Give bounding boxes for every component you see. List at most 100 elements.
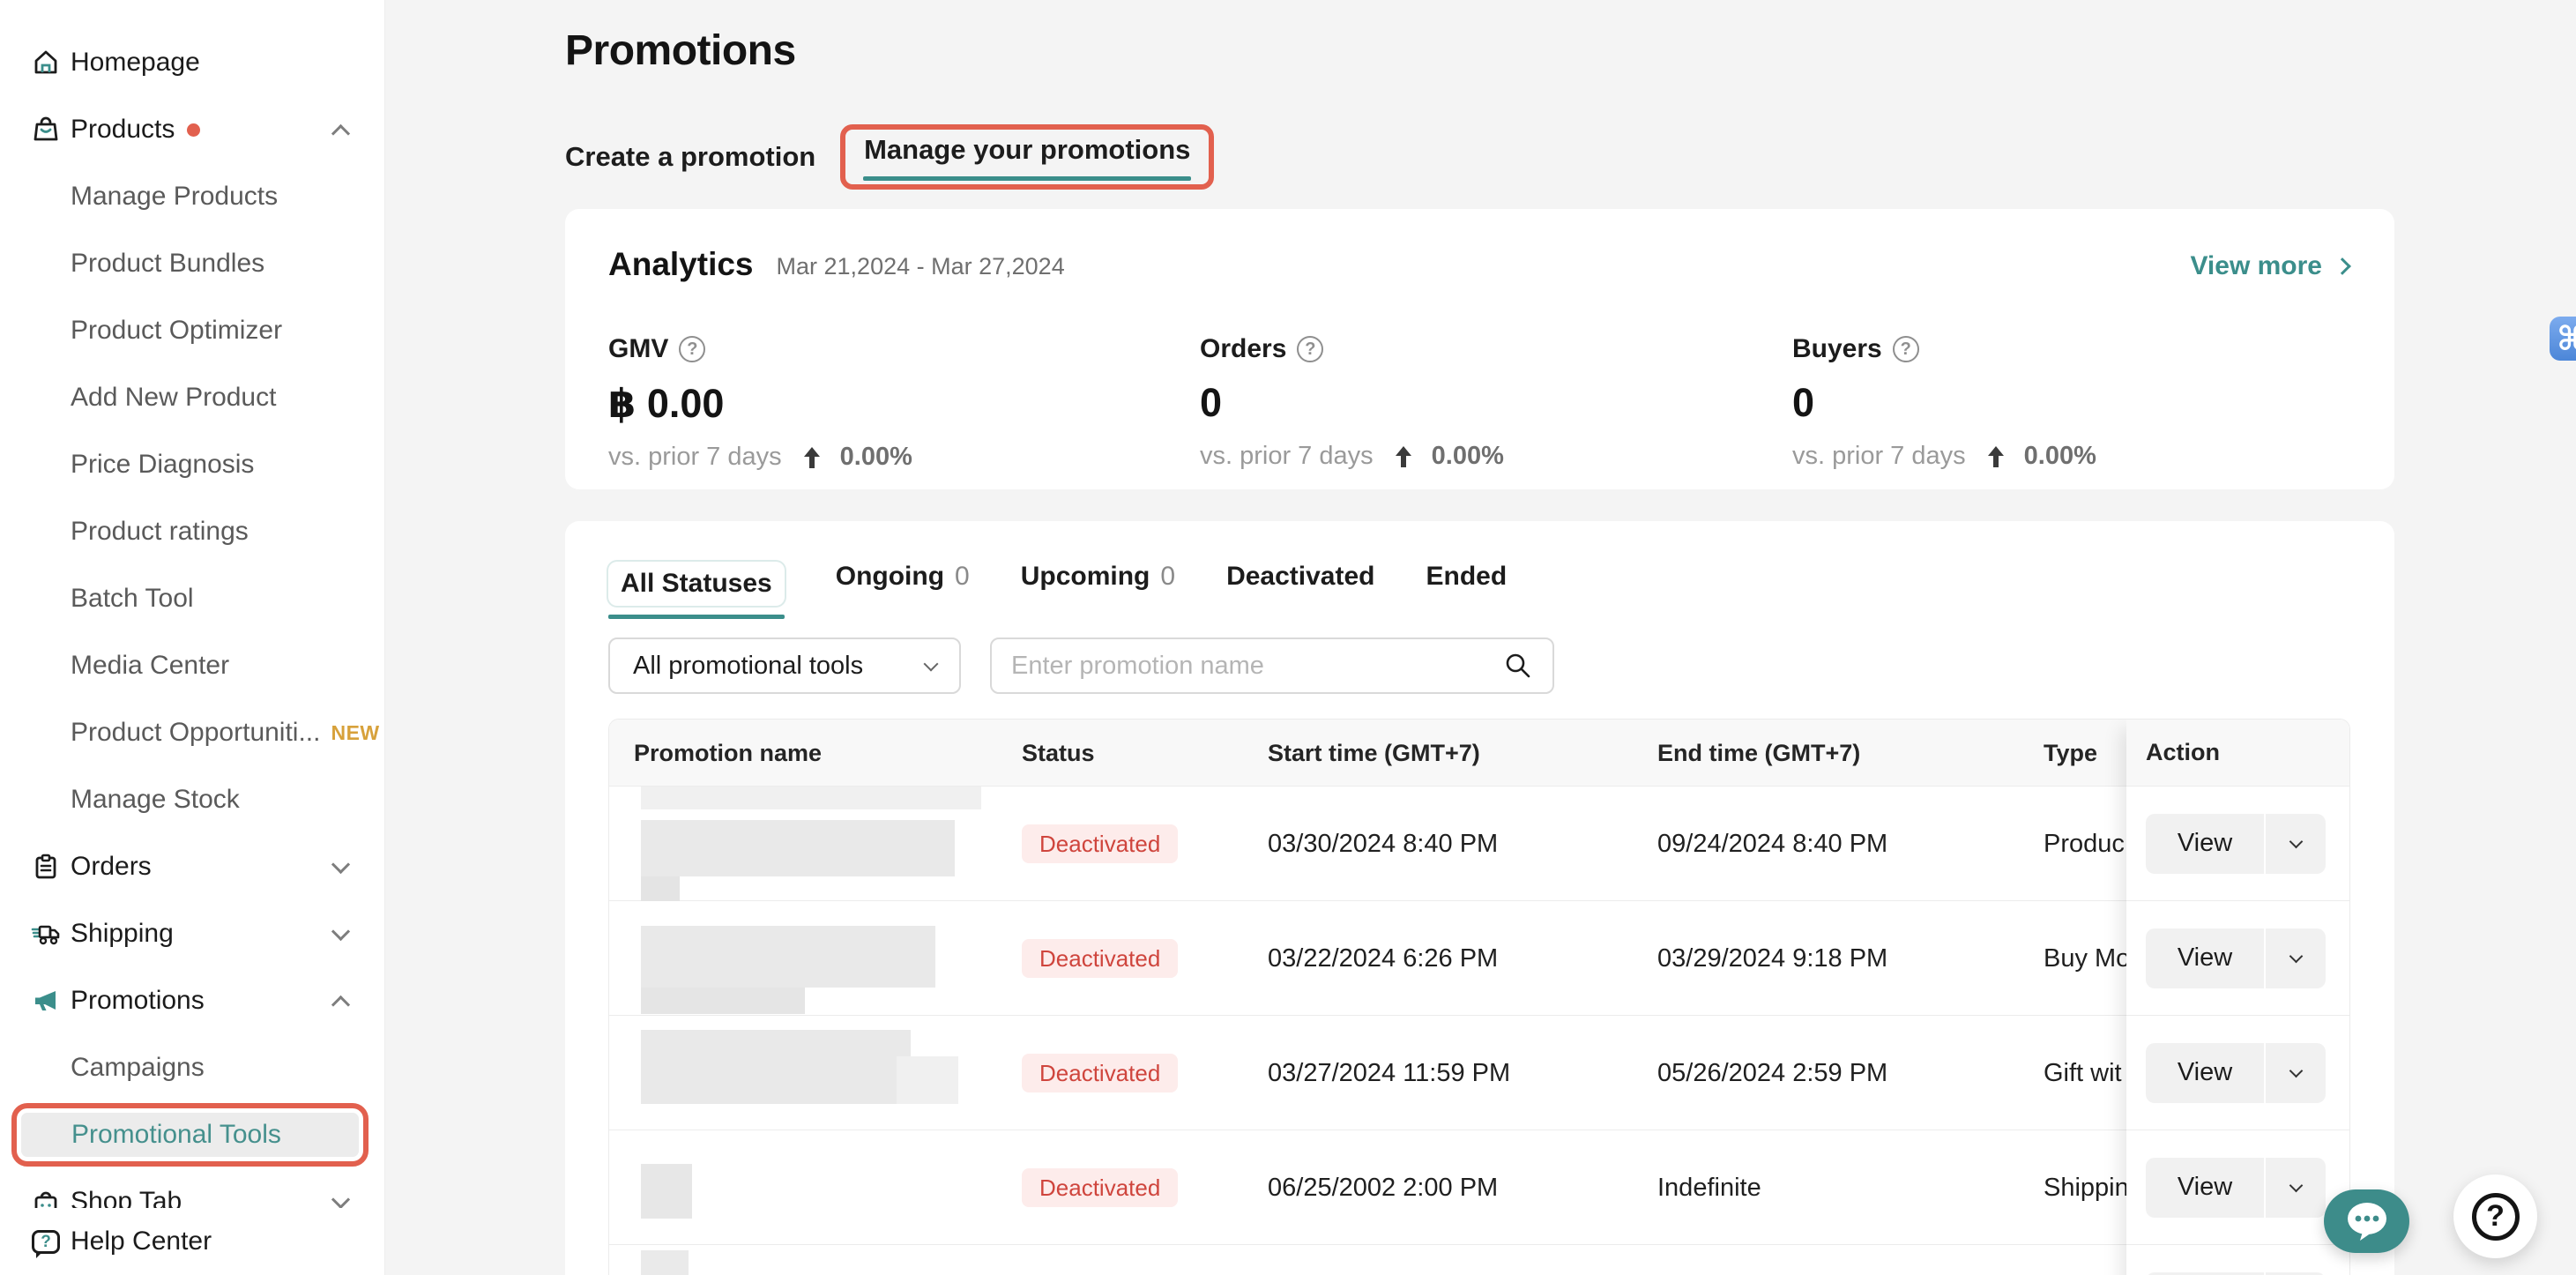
view-button[interactable]: View (2146, 1042, 2264, 1103)
sidebar-item-product-opportunities[interactable]: Product Opportuniti... NEW (71, 718, 380, 747)
view-split-button[interactable]: View (2146, 1042, 2326, 1103)
sidebar-item-manage-products[interactable]: Manage Products (71, 182, 279, 211)
chevron-down-icon (331, 1189, 351, 1209)
sidebar-item-help-center[interactable]: ? Help Center (0, 1208, 384, 1275)
table-row: Deactivated 06/25/2002 2:00 PM Indefinit… (609, 1130, 2349, 1245)
sidebar-item-batch-tool[interactable]: Batch Tool (71, 584, 194, 613)
chevron-down-icon (2289, 834, 2303, 849)
view-dropdown-caret[interactable] (2264, 813, 2326, 874)
status-badge: Deactivated (1022, 1054, 1179, 1092)
ongoing-count: 0 (955, 562, 970, 591)
view-button[interactable]: View (2146, 928, 2264, 988)
help-button[interactable]: ? (2453, 1174, 2537, 1258)
view-button[interactable] (2146, 1271, 2264, 1275)
sidebar-item-product-ratings[interactable]: Product ratings (71, 517, 249, 546)
search-icon[interactable] (1503, 651, 1533, 681)
command-icon: ⌘ (2557, 320, 2576, 358)
sidebar-item-manage-stock[interactable]: Manage Stock (71, 785, 240, 814)
chevron-right-icon (2334, 257, 2351, 275)
promotional-tools-highlight-box: Promotional Tools (11, 1103, 369, 1167)
metric-gmv-value: ฿ 0.00 (608, 381, 725, 426)
active-tab-underline (863, 175, 1192, 181)
tab-manage-your-promotions: Manage your promotions (864, 133, 1191, 165)
table-row: Deactivated 03/30/2024 8:40 PM 09/24/202… (609, 787, 2349, 901)
tab-manage-your-promotions-highlight[interactable]: Manage your promotions (840, 124, 1215, 190)
view-button[interactable]: View (2146, 1157, 2264, 1218)
end-time: 09/24/2024 8:40 PM (1657, 829, 1888, 858)
table-row: Deactivated 03/27/2024 11:59 PM 05/26/20… (609, 1016, 2349, 1130)
sidebar-item-orders[interactable]: Orders (0, 833, 384, 900)
redacted-promotion-name (632, 1245, 1011, 1275)
view-button[interactable]: View (2146, 813, 2264, 874)
promotional-tools-dropdown[interactable]: All promotional tools (608, 638, 961, 694)
question-mark-icon: ? (2471, 1192, 2520, 1241)
status-badge: Deactivated (1022, 824, 1179, 863)
status-tabs: All Statuses Ongoing 0 Upcoming 0 Deacti… (608, 562, 1558, 619)
view-split-button[interactable]: View (2146, 1157, 2326, 1218)
new-badge: NEW (331, 720, 380, 744)
view-split-button[interactable]: View (2146, 813, 2326, 874)
sidebar-item-media-center[interactable]: Media Center (71, 651, 230, 680)
chevron-down-icon (923, 656, 939, 671)
start-time: 03/27/2024 11:59 PM (1268, 1058, 1511, 1087)
question-mark-icon[interactable]: ? (1297, 336, 1324, 362)
sidebar-item-product-optimizer[interactable]: Product Optimizer (71, 316, 283, 345)
sidebar-item-promotions[interactable]: Promotions (0, 967, 384, 1034)
view-dropdown-caret[interactable] (2264, 928, 2326, 988)
view-dropdown-caret[interactable] (2264, 1157, 2326, 1218)
chevron-down-icon (331, 921, 351, 941)
view-more-link[interactable]: View more (2190, 251, 2351, 281)
page-title: Promotions (565, 27, 796, 74)
sidebar-item-campaigns[interactable]: Campaigns (71, 1053, 205, 1082)
table-header: Promotion name Status Start time (GMT+7)… (609, 720, 2349, 787)
orders-clipboard-icon (30, 851, 62, 883)
status-tab-ongoing[interactable]: Ongoing 0 (835, 562, 970, 591)
metric-gmv: GMV ? ฿ 0.00 vs. prior 7 days 0.00% (608, 334, 912, 471)
sidebar-item-homepage[interactable]: Homepage (0, 29, 384, 96)
status-tab-deactivated[interactable]: Deactivated (1226, 562, 1375, 591)
sidebar-item-label: Homepage (71, 48, 200, 77)
view-split-button[interactable] (2146, 1271, 2326, 1275)
promotion-tabs: Create a promotion Manage your promotion… (565, 123, 1215, 190)
tab-create-a-promotion[interactable]: Create a promotion (565, 141, 816, 172)
view-dropdown-caret[interactable] (2264, 1042, 2326, 1103)
up-arrow-icon (803, 446, 820, 468)
analytics-card: Analytics Mar 21,2024 - Mar 27,2024 View… (565, 209, 2394, 489)
view-dropdown-caret[interactable] (2264, 1271, 2326, 1275)
sidebar-item-shipping[interactable]: Shipping (0, 900, 384, 967)
sidebar-item-promotional-tools[interactable]: Promotional Tools (0, 1101, 384, 1168)
chevron-up-icon (331, 123, 351, 143)
table-row: Deactivated 03/22/2024 6:26 PM 03/29/202… (609, 901, 2349, 1016)
help-center-chat-icon: ? (30, 1226, 62, 1258)
analytics-title: Analytics (608, 246, 754, 282)
status-tab-upcoming[interactable]: Upcoming 0 (1020, 562, 1176, 591)
metric-orders: Orders ? 0 vs. prior 7 days 0.00% (1200, 334, 1504, 470)
status-badge: Deactivated (1022, 939, 1179, 978)
promotion-type: Buy Mo (2044, 943, 2128, 973)
start-time: 03/30/2024 8:40 PM (1268, 829, 1499, 858)
action-column: Action View View View (2126, 720, 2349, 1275)
status-tab-ended[interactable]: Ended (1426, 562, 1508, 591)
chat-support-button[interactable] (2324, 1189, 2409, 1253)
chevron-down-icon (2289, 949, 2303, 964)
status-tab-all-statuses[interactable]: All Statuses (608, 562, 785, 619)
sidebar-item-products[interactable]: Products (0, 96, 384, 163)
chevron-down-icon (2289, 1178, 2303, 1193)
up-arrow-icon (1395, 445, 1411, 467)
command-widget-button[interactable]: ⌘ (2550, 317, 2576, 361)
search-input[interactable] (1011, 651, 1503, 681)
shipping-truck-icon (30, 918, 62, 950)
products-notification-dot (187, 123, 201, 137)
chat-bubble-icon (2347, 1203, 2386, 1241)
sidebar-item-product-bundles[interactable]: Product Bundles (71, 249, 265, 278)
sidebar: Homepage Products Manage Products Produc… (0, 0, 385, 1275)
sidebar-item-add-new-product[interactable]: Add New Product (71, 383, 277, 412)
question-mark-icon[interactable]: ? (1892, 336, 1919, 362)
sidebar-item-price-diagnosis[interactable]: Price Diagnosis (71, 450, 255, 479)
question-mark-icon[interactable]: ? (679, 336, 706, 362)
analytics-date-range: Mar 21,2024 - Mar 27,2024 (776, 252, 1065, 280)
products-bag-icon (30, 114, 62, 145)
sidebar-item-label: Products (71, 115, 175, 144)
promotions-table: Promotion name Status Start time (GMT+7)… (608, 719, 2350, 1275)
view-split-button[interactable]: View (2146, 928, 2326, 988)
